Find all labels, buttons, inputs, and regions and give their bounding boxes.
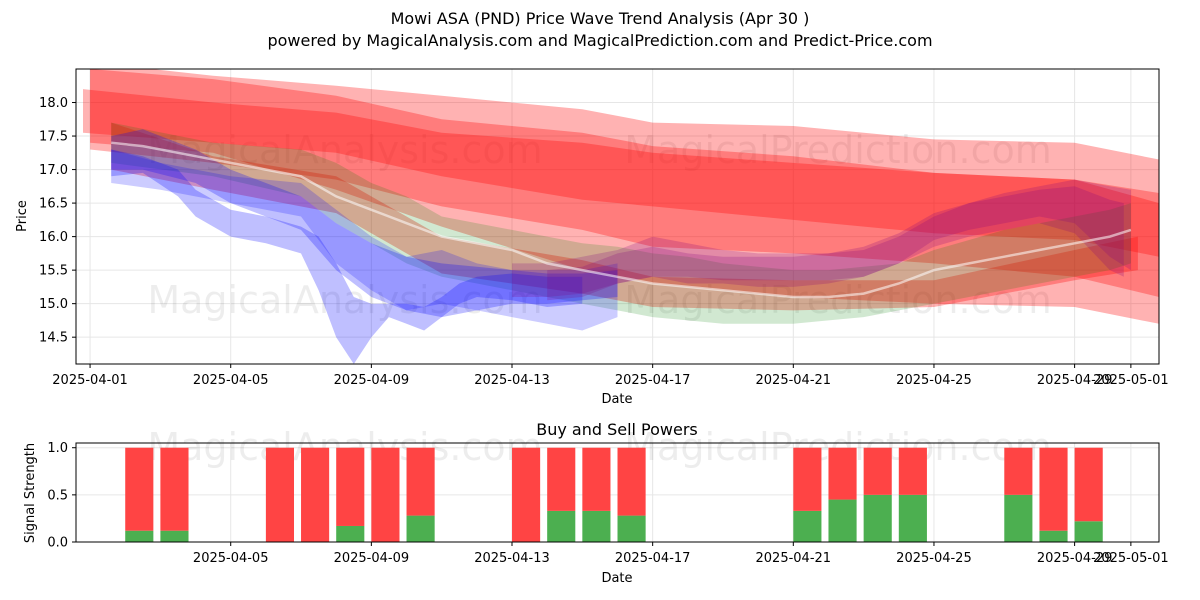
main-plot-frame [75,68,1160,365]
power-y-tick-label: 0.5 [47,488,68,503]
main-price-line-group [111,141,1132,299]
power-y-tick-label: 0.0 [47,536,68,551]
main-x-tick-label: 2025-04-13 [474,373,550,388]
sell-bar [265,447,295,542]
sell-bar [125,447,154,531]
sell-bar [301,447,330,542]
main-gridlines [76,69,1159,364]
main-y-tick-label: 15.5 [39,264,68,279]
power-plot-frame [75,442,1160,543]
main-x-axis-label: Date [601,392,632,407]
sell-bar [617,447,646,516]
red-band-4 [111,122,1138,311]
sell-bar [512,447,541,542]
main-wave-bands [83,69,1159,364]
buy-bar [1039,530,1068,542]
watermark-analysis-bottom: MagicalAnalysis.com [147,278,542,322]
main-y-tick-label: 17.0 [39,163,68,178]
red-band-2 [90,69,1159,324]
power-x-axis-label: Date [601,571,632,586]
power-x-tick-label: 2025-04-13 [474,551,550,566]
sell-bar [160,447,189,531]
main-x-tick-label: 2025-04-01 [52,373,128,388]
main-x-tick-label: 2025-04-17 [615,373,691,388]
sell-bar [371,447,400,542]
power-x-tick-label: 2025-04-29 [1037,551,1113,566]
buy-bar [582,510,611,542]
sell-bar [863,447,892,495]
sell-bar [828,447,857,500]
sell-bar [1039,447,1068,531]
buy-bar [1074,521,1103,542]
watermark-prediction-bottom: MagicalPrediction.com [624,278,1052,322]
main-x-axis: 2025-04-01 2025-04-05 2025-04-09 2025-04-13… [52,364,1169,388]
sell-bar [1074,447,1103,522]
power-x-tick-label: 2025-04-05 [193,551,269,566]
power-y-axis-label: Signal Strength [23,443,38,543]
main-y-axis-label: Price [15,200,30,232]
main-x-tick-label: 2025-05-01 [1093,373,1169,388]
sell-bar [1004,447,1033,495]
watermark-analysis-top: MagicalAnalysis.com [147,128,542,172]
power-y-axis: 0.0 0.5 1.0 [47,441,76,551]
sell-bar [582,447,611,511]
power-x-tick-label: 2025-05-01 [1093,551,1169,566]
main-y-tick-label: 16.0 [39,230,68,245]
red-band-3 [83,89,1159,257]
green-band [111,122,1131,324]
chart-subtitle: powered by MagicalAnalysis.com and Magic… [267,31,933,50]
power-chart-title: Buy and Sell Powers [536,420,698,439]
sell-bar [547,447,576,511]
buy-bar [793,510,822,542]
main-y-tick-label: 15.0 [39,297,68,312]
sell-bar [793,447,822,511]
buy-bar [406,515,435,542]
main-x-tick-label: 2025-04-05 [193,373,269,388]
sell-bar [336,447,365,526]
main-x-tick-label: 2025-04-29 [1037,373,1113,388]
blue-band-1 [111,129,618,318]
main-watermarks: MagicalAnalysis.com MagicalPrediction.co… [147,128,1051,322]
buy-bar [160,530,189,542]
main-x-tick-label: 2025-04-09 [334,373,410,388]
power-y-tick-label: 1.0 [47,441,68,456]
main-y-axis: 14.5 15.0 15.5 16.0 16.5 17.0 17.5 18.0 [39,96,76,346]
power-x-axis: 2025-04-05 2025-04-09 2025-04-13 2025-04-17… [193,542,1169,566]
blue-band-3 [111,149,618,331]
buy-bar [863,494,892,542]
red-band-1 [90,69,1159,297]
buy-bar [336,525,365,542]
chart-title: Mowi ASA (PND) Price Wave Trend Analysis… [390,9,810,28]
buy-bar [617,515,646,542]
main-x-tick-label: 2025-04-21 [756,373,832,388]
purple-band-1 [512,179,1131,297]
watermark-prediction-top: MagicalPrediction.com [624,128,1052,172]
power-x-tick-label: 2025-04-17 [615,551,691,566]
buy-bar [828,499,857,542]
main-y-tick-label: 17.5 [39,130,68,145]
power-x-tick-label: 2025-04-09 [334,551,410,566]
sell-bar [898,447,927,495]
main-y-tick-label: 14.5 [39,331,68,346]
buy-bar [125,530,154,542]
sell-bar [406,447,435,516]
blue-band-2 [111,149,583,364]
main-y-tick-label: 16.5 [39,197,68,212]
purple-band-2 [547,186,1124,301]
price-line [111,141,1132,299]
main-y-tick-label: 18.0 [39,96,68,111]
buy-bar [898,494,927,542]
power-bars [125,447,1103,542]
buy-bar [1004,494,1033,542]
buy-bar [547,510,576,542]
power-x-tick-label: 2025-04-21 [756,551,832,566]
main-x-tick-label: 2025-04-25 [896,373,972,388]
power-x-tick-label: 2025-04-25 [896,551,972,566]
